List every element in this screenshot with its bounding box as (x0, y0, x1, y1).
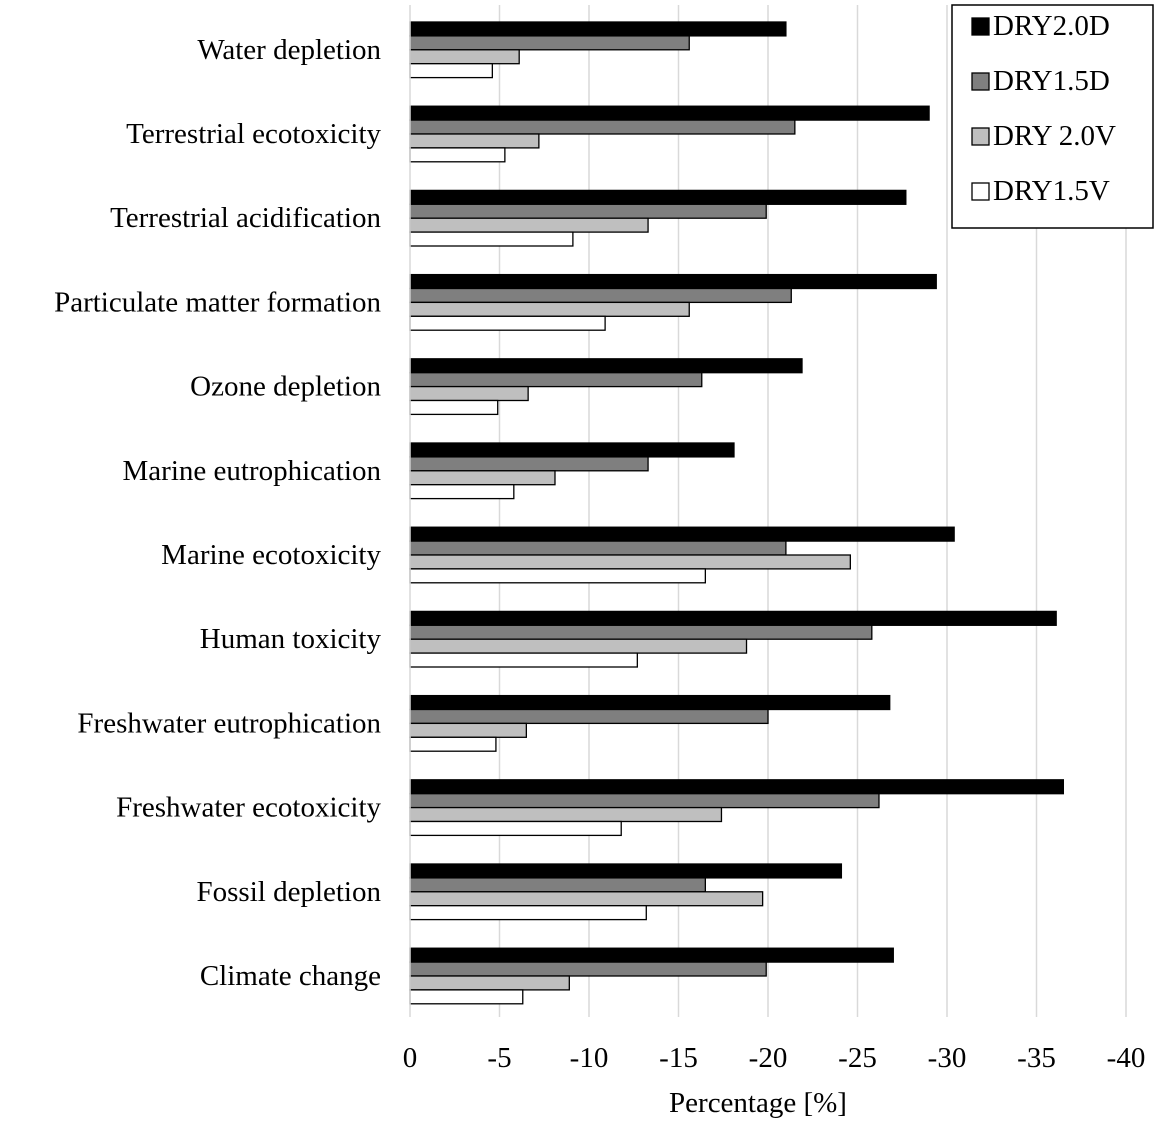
x-tick-label: -25 (838, 1042, 877, 1074)
bar (409, 63, 493, 79)
x-tick-label: -5 (487, 1042, 511, 1074)
x-tick-label: 0 (403, 1042, 418, 1074)
category-label: Freshwater ecotoxicity (116, 792, 381, 824)
x-tick-label: -10 (570, 1042, 609, 1074)
bar (409, 21, 787, 37)
bar (409, 961, 767, 977)
bar (409, 722, 527, 738)
bar (409, 540, 787, 556)
legend-label: DRY1.5D (993, 65, 1110, 97)
bar (409, 736, 497, 752)
bar (409, 301, 690, 317)
bar (409, 385, 529, 402)
bar (409, 119, 796, 135)
category-label: Climate change (200, 960, 381, 992)
legend-swatch (971, 182, 990, 201)
category-label: Marine ecotoxicity (161, 539, 381, 571)
category-labels: Water depletion Terrestrial ecotoxicity Te… (54, 34, 381, 992)
bar (409, 863, 843, 879)
bar (409, 456, 649, 472)
x-tick-label: -35 (1017, 1042, 1056, 1074)
bar (409, 442, 735, 458)
bar (409, 133, 540, 149)
category-label: Human toxicity (200, 623, 382, 655)
bar (409, 526, 955, 542)
bar (409, 105, 930, 121)
bar (409, 287, 792, 304)
category-label: Ozone depletion (190, 371, 381, 403)
legend-swatch (971, 17, 990, 36)
bar (409, 820, 622, 837)
bars (409, 21, 1064, 1005)
bar (409, 975, 570, 991)
x-tick-label: -20 (749, 1042, 788, 1074)
legend-label: DRY1.5V (993, 175, 1110, 207)
bar (409, 891, 764, 907)
x-tick-label: -40 (1107, 1042, 1146, 1074)
bar (409, 147, 506, 163)
category-label: Terrestrial ecotoxicity (126, 118, 381, 150)
bar (409, 484, 515, 500)
x-axis-title: Percentage [%] (669, 1087, 847, 1119)
category-label: Terrestrial acidification (110, 202, 381, 234)
bar (409, 624, 873, 640)
bar (409, 708, 769, 725)
x-tick-labels: 0 -5 -10 -15 -20 -25 -30 -35 -40 (403, 1042, 1146, 1074)
bar (409, 905, 647, 921)
bar (409, 399, 499, 416)
category-label: Marine eutrophication (123, 455, 382, 487)
x-tick-label: -30 (928, 1042, 967, 1074)
bar (409, 203, 767, 219)
bar (409, 568, 707, 584)
category-label: Particulate matter formation (54, 286, 381, 318)
bar (409, 315, 606, 331)
bar (409, 273, 937, 290)
legend-swatch (971, 72, 990, 91)
category-label: Freshwater eutrophication (77, 707, 381, 739)
legend: DRY2.0D DRY1.5D DRY 2.0V DRY1.5V (951, 4, 1154, 229)
category-label: Fossil depletion (197, 876, 382, 908)
bar (409, 806, 723, 823)
bar (409, 35, 690, 51)
bar (409, 638, 748, 654)
bar (409, 231, 574, 247)
bar (409, 372, 703, 388)
bar (409, 610, 1057, 626)
legend-swatch (971, 127, 990, 146)
legend-label: DRY2.0D (993, 10, 1110, 42)
x-tick-label: -15 (659, 1042, 698, 1074)
bar (409, 779, 1064, 795)
bar (409, 49, 520, 65)
bar (409, 189, 907, 205)
legend-label: DRY 2.0V (993, 120, 1116, 152)
bar (409, 554, 851, 570)
bar (409, 217, 649, 233)
bar (409, 989, 524, 1005)
bar (409, 470, 556, 486)
bar (409, 358, 803, 374)
bar (409, 877, 707, 893)
category-label: Water depletion (197, 34, 381, 66)
bar (409, 793, 880, 809)
bar (409, 652, 638, 668)
bar (409, 947, 894, 963)
bar (409, 694, 891, 711)
